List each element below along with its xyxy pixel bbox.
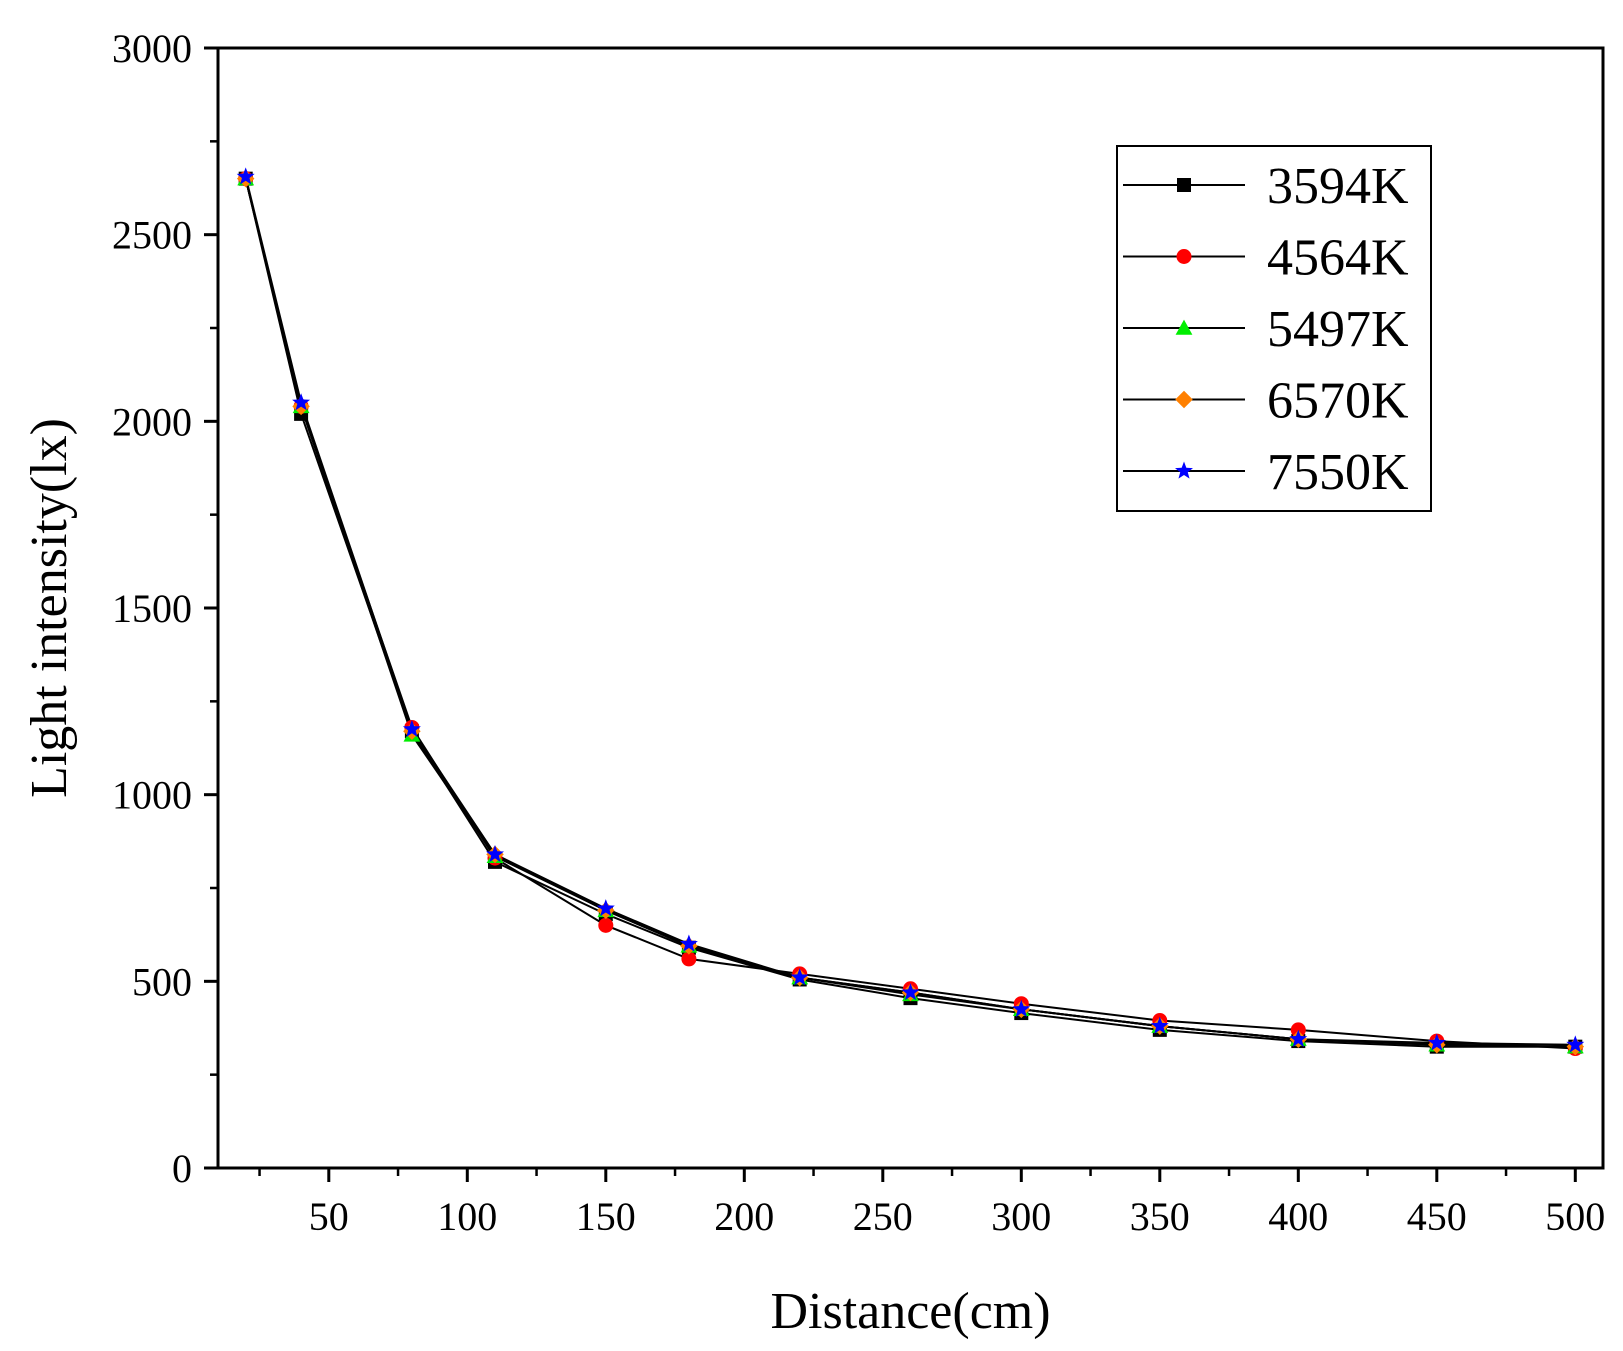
data-point bbox=[402, 719, 421, 737]
data-point bbox=[1012, 999, 1031, 1017]
legend-label: 6570K bbox=[1267, 373, 1409, 430]
legend-marker bbox=[1175, 390, 1193, 409]
data-point bbox=[1566, 1035, 1585, 1053]
legend-marker bbox=[1175, 319, 1193, 335]
y-tick-label: 500 bbox=[132, 959, 192, 1004]
data-point bbox=[901, 983, 920, 1001]
data-point bbox=[236, 167, 255, 185]
y-tick-label: 0 bbox=[172, 1146, 192, 1191]
legend-marker bbox=[1176, 249, 1192, 264]
data-point bbox=[596, 899, 615, 917]
y-axis-title: Light intensity(lx) bbox=[21, 418, 78, 798]
x-tick-label: 100 bbox=[437, 1194, 497, 1239]
x-tick-label: 150 bbox=[576, 1194, 636, 1239]
data-point bbox=[486, 844, 504, 863]
x-tick-label: 300 bbox=[991, 1194, 1051, 1239]
axes-layer: 0 500 1000 1500 2000 2500 3000 50 100 150 200 250 30… bbox=[112, 26, 1605, 1239]
y-tick-label: 2000 bbox=[112, 399, 192, 444]
data-point bbox=[681, 951, 697, 967]
x-tick-label: 250 bbox=[853, 1194, 913, 1239]
series-layer bbox=[236, 167, 1585, 1057]
legend-label: 7550K bbox=[1267, 444, 1409, 501]
y-tick-label: 1500 bbox=[112, 586, 192, 631]
legend-label: 5497K bbox=[1267, 301, 1409, 358]
data-point bbox=[1150, 1016, 1169, 1034]
data-point bbox=[790, 968, 809, 986]
y-tick-label: 1000 bbox=[112, 773, 192, 818]
series-markers-7550K bbox=[236, 167, 1585, 1053]
data-point bbox=[679, 934, 698, 952]
data-point bbox=[1427, 1033, 1446, 1051]
x-axis-title: Distance(cm) bbox=[770, 1283, 1050, 1340]
y-tick-label: 2500 bbox=[112, 213, 192, 258]
x-tick-label: 200 bbox=[714, 1194, 774, 1239]
legend: 3594K 4564K 5497K 6570K 7550K bbox=[1116, 145, 1432, 512]
data-point bbox=[1289, 1029, 1308, 1047]
x-tick-label: 500 bbox=[1545, 1194, 1605, 1239]
x-tick-label: 50 bbox=[309, 1194, 349, 1239]
legend-label: 3594K bbox=[1267, 158, 1409, 215]
data-point bbox=[598, 917, 614, 933]
x-tick-label: 400 bbox=[1268, 1194, 1328, 1239]
x-tick-label: 350 bbox=[1130, 1194, 1190, 1239]
legend-label: 4564K bbox=[1267, 230, 1409, 287]
legend-marker bbox=[1175, 461, 1193, 479]
y-tick-label: 3000 bbox=[112, 26, 192, 71]
x-tick-label: 450 bbox=[1407, 1194, 1467, 1239]
legend-marker bbox=[1177, 178, 1191, 192]
data-point bbox=[292, 393, 311, 411]
